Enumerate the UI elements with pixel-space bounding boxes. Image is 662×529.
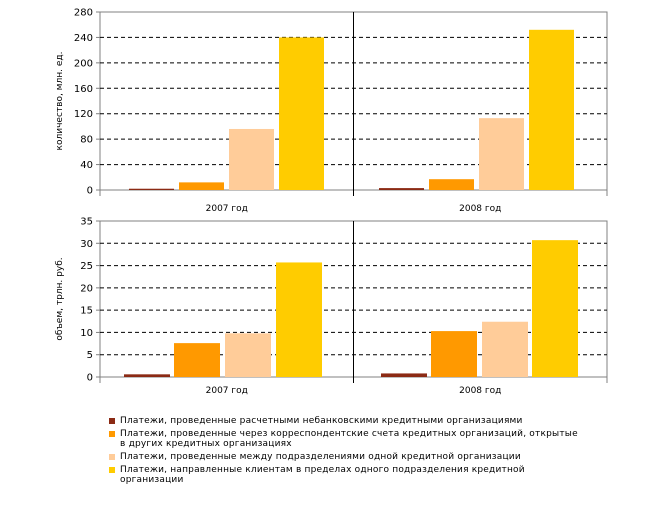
bar (276, 262, 322, 377)
y-tick-label: 10 (80, 328, 93, 339)
bar (381, 373, 427, 377)
legend-swatch-2 (109, 431, 115, 437)
y-tick-label: 25 (80, 261, 93, 272)
y-tick-label: 0 (87, 186, 93, 197)
y-tick-label: 120 (74, 109, 93, 120)
y-axis-label: количество, млн. ед. (55, 52, 65, 151)
bar (225, 333, 271, 377)
y-tick-label: 240 (74, 33, 93, 44)
legend-item-3: Платежи, проведенные между подразделения… (108, 452, 578, 462)
bar (479, 118, 524, 190)
bar (174, 343, 220, 377)
bar (124, 374, 170, 377)
legend: Платежи, проведенные расчетными небанков… (108, 416, 578, 488)
y-tick-label: 280 (74, 8, 93, 19)
y-tick-label: 35 (80, 217, 93, 228)
bar (179, 182, 224, 190)
chart-quantity: 0 40 80 120 160 200 240 280 количество, млн. ед.… (55, 8, 608, 214)
legend-label-1: Платежи, проведенные расчетными небанков… (120, 416, 523, 426)
y-tick-label: 0 (87, 373, 93, 384)
bar (532, 240, 578, 377)
legend-swatch-3 (109, 454, 115, 460)
legend-label-3: Платежи, проведенные между подразделения… (120, 452, 521, 462)
legend-item-2: Платежи, проведенные через корреспондент… (108, 429, 578, 449)
y-tick-label: 5 (87, 350, 93, 361)
bar (431, 331, 477, 377)
legend-swatch-1 (109, 418, 115, 424)
y-tick-label: 40 (80, 160, 93, 171)
y-tick-label: 30 (80, 239, 93, 250)
bar (229, 128, 274, 190)
bar (379, 188, 424, 190)
bar (529, 29, 574, 190)
x-category-label: 2007 год (206, 386, 248, 396)
y-axis-label: объем, трлн. руб. (55, 257, 65, 340)
y-tick-label: 80 (80, 135, 93, 146)
y-tick-label: 20 (80, 283, 93, 294)
bar (429, 179, 474, 190)
x-category-label: 2007 год (206, 204, 248, 214)
bar (482, 321, 528, 377)
legend-label-4: Платежи, направленные клиентам в предела… (120, 465, 525, 485)
legend-item-4: Платежи, направленные клиентам в предела… (108, 465, 578, 485)
y-tick-label: 15 (80, 306, 93, 317)
x-category-label: 2008 год (459, 204, 501, 214)
legend-swatch-4 (109, 467, 115, 473)
y-tick-label: 160 (74, 84, 93, 95)
x-category-label: 2008 год (459, 386, 501, 396)
y-tick-label: 200 (74, 58, 93, 69)
chart-volume: 0 5 10 15 20 25 30 35 объем, трлн. руб. 2007 год 2… (55, 217, 608, 396)
legend-label-2: Платежи, проведенные через корреспондент… (120, 429, 578, 449)
bar (129, 188, 174, 190)
bar (279, 37, 324, 190)
legend-item-1: Платежи, проведенные расчетными небанков… (108, 416, 578, 426)
